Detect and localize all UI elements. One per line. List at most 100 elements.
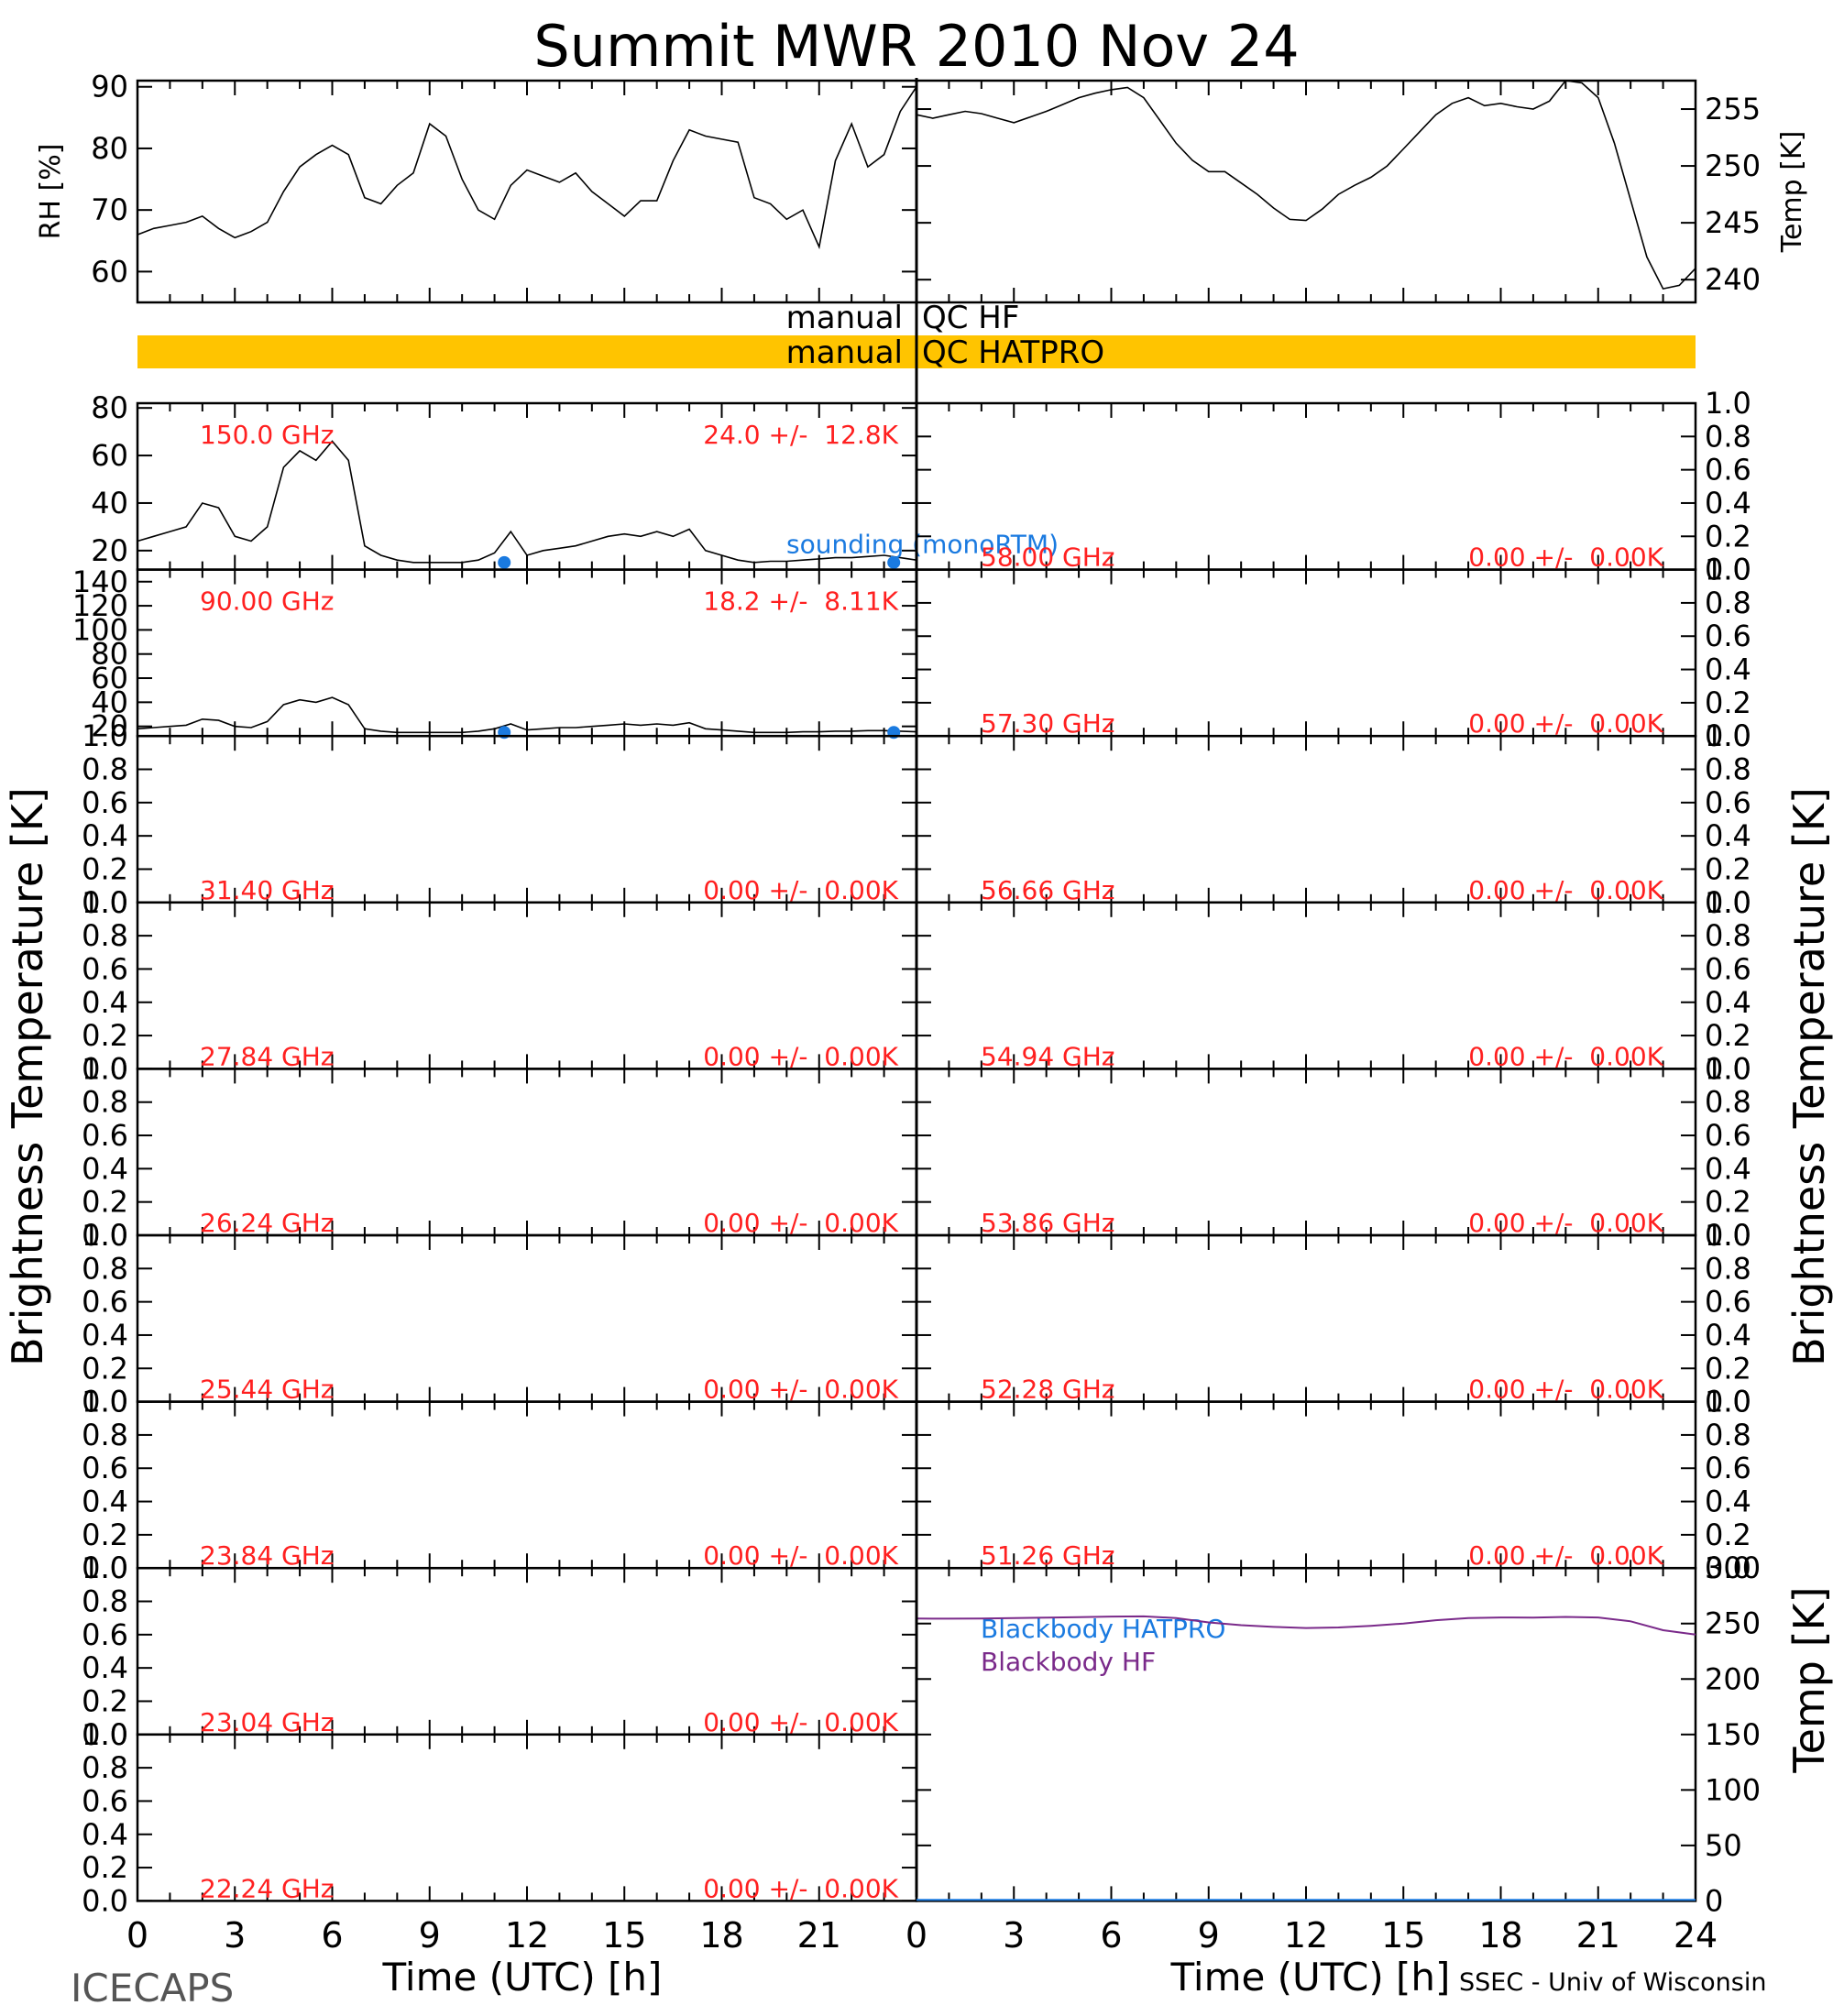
ch-52.28-ytick-label: 0.2 [1705, 1351, 1751, 1386]
ch-26.24-freq-label: 26.24 GHz [200, 1208, 335, 1238]
ch-51.26-ytick-label: 0.8 [1705, 1418, 1751, 1452]
ch-57.30-freq-label: 57.30 GHz [981, 708, 1115, 739]
ch-22.24-stats-label: 0.00 +/- 0.00K [703, 1873, 898, 1903]
ch-51.26-ytick-label: 0.6 [1705, 1451, 1751, 1485]
ch-150-sounding-label: sounding (monoRTM) [786, 530, 1059, 560]
ch-53.86-ytick-label: 0.4 [1705, 1151, 1751, 1186]
ch-23.84-ytick-label: 0.6 [82, 1451, 128, 1485]
ch-23.84-ytick-label: 1.0 [82, 1385, 128, 1419]
qc-hf-right: QC HF [922, 300, 1019, 336]
ch-56.66-stats-label: 0.00 +/- 0.00K [1468, 875, 1663, 905]
ch-58.00-ytick-label: 0.6 [1705, 453, 1751, 488]
ch-23.84-ytick-label: 0.2 [82, 1517, 128, 1552]
ch-31.40-ytick-label: 0.6 [82, 785, 128, 820]
temp-ylabel: Temp [K] [1776, 131, 1808, 254]
blackbody-legend-1: Blackbody HF [981, 1647, 1156, 1677]
ch-90-ytick-label: 140 [72, 564, 128, 599]
ch-25.44-ytick-label: 0.6 [82, 1285, 128, 1320]
x-tick-label-right: 24 [1674, 1915, 1718, 1956]
x-tick-label-right: 15 [1381, 1915, 1425, 1956]
ch-23.84-ytick-label: 0.4 [82, 1485, 128, 1519]
qc-hf-left: manual [786, 300, 903, 336]
ch-57.30-ytick-label: 0.4 [1705, 652, 1751, 687]
ch-51.26-ytick-label: 0.0 [1705, 1550, 1751, 1585]
rh-ylabel: RH [%] [35, 144, 67, 240]
ch-25.44-ytick-label: 0.4 [82, 1318, 128, 1353]
ch-25.44-freq-label: 25.44 GHz [200, 1375, 335, 1405]
ch-56.66-freq-label: 56.66 GHz [981, 875, 1115, 905]
ch-52.28-freq-label: 52.28 GHz [981, 1375, 1115, 1405]
rh-series-line [137, 86, 917, 250]
ch-23.04-ytick-label: 1.0 [82, 1550, 128, 1585]
rh-ytick-label: 90 [91, 70, 128, 104]
temp-ytick-label: 245 [1705, 205, 1761, 240]
ch-56.66-ytick-label: 0.0 [1705, 885, 1751, 920]
ch-27.84-freq-label: 27.84 GHz [200, 1041, 335, 1071]
ch-150-series-line [137, 440, 917, 564]
temp-ytick-label: 240 [1705, 262, 1761, 297]
ch-54.94-ytick-label: 0.6 [1705, 951, 1751, 986]
ch-23.04-ytick-label: 0.8 [82, 1584, 128, 1619]
x-tick-label-right: 12 [1284, 1915, 1328, 1956]
x-tick-label-left: 21 [797, 1915, 841, 1956]
ch-56.66-ytick-label: 0.2 [1705, 851, 1751, 886]
ch-23.04-ytick-label: 0.6 [82, 1617, 128, 1652]
ch-57.30-ytick-label: 1.0 [1705, 553, 1751, 587]
temp-ytick-label: 250 [1705, 148, 1761, 183]
ch-27.84-ytick-label: 0.0 [82, 1051, 128, 1086]
ch-57.30-ytick-label: 0.8 [1705, 586, 1751, 620]
ch-150-stats-label: 24.0 +/- 12.8K [703, 420, 898, 450]
ch-51.26-ytick-label: 1.0 [1705, 1385, 1751, 1419]
ch-51.26-ytick-label: 0.4 [1705, 1485, 1751, 1519]
rh-frame [136, 79, 918, 304]
ch-54.94-ytick-label: 1.0 [1705, 885, 1751, 920]
ch-51.26-stats-label: 0.00 +/- 0.00K [1468, 1540, 1663, 1571]
ch-31.40-ytick-label: 1.0 [82, 718, 128, 753]
ch-25.44-ytick-label: 1.0 [82, 1218, 128, 1253]
ch-56.66-ytick-label: 0.8 [1705, 752, 1751, 787]
ch-53.86-freq-label: 53.86 GHz [981, 1208, 1115, 1238]
ch-90-freq-label: 90.00 GHz [200, 586, 335, 617]
x-tick-label-left: 15 [602, 1915, 646, 1956]
ch-150-sounding-point [498, 555, 511, 569]
ch-27.84-stats-label: 0.00 +/- 0.00K [703, 1041, 898, 1071]
ch-27.84-ytick-label: 0.8 [82, 918, 128, 953]
ch-23.04-stats-label: 0.00 +/- 0.00K [703, 1707, 898, 1737]
ch-56.66-ytick-label: 1.0 [1705, 718, 1751, 753]
ch-150-ytick-label: 20 [91, 533, 128, 568]
footer-ssec: SSEC - Univ of Wisconsin [1459, 1968, 1766, 1997]
ch-23.84-ytick-label: 0.0 [82, 1550, 128, 1585]
ch-26.24-ytick-label: 0.4 [82, 1151, 128, 1186]
ch-26.24-ytick-label: 1.0 [82, 1051, 128, 1086]
ch-31.40-ytick-label: 0.2 [82, 851, 128, 886]
ch-58.00-ytick-label: 0.8 [1705, 419, 1751, 454]
ch-26.24-stats-label: 0.00 +/- 0.00K [703, 1208, 898, 1238]
ch-23.84-stats-label: 0.00 +/- 0.00K [703, 1540, 898, 1571]
x-tick-label-left: 0 [126, 1915, 148, 1956]
ch-53.86-ytick-label: 0.0 [1705, 1218, 1751, 1253]
ch-22.24-ytick-label: 0.4 [82, 1817, 128, 1852]
ch-58.00-ytick-label: 1.0 [1705, 386, 1751, 421]
ch-53.86-ytick-label: 0.8 [1705, 1085, 1751, 1120]
ch-58.00-freq-label: 58.00 GHz [981, 542, 1115, 573]
xlabel-right: Time (UTC) [h] [1170, 1955, 1451, 2000]
x-tick-label-right: 9 [1198, 1915, 1220, 1956]
x-tick-label-left: 9 [419, 1915, 441, 1956]
ch-90-ytick-label: 40 [91, 685, 128, 719]
ch-58.00-ytick-label: 0.4 [1705, 486, 1751, 520]
chart-title: Summit MWR 2010 Nov 24 [533, 13, 1299, 80]
ch-54.94-ytick-label: 0.4 [1705, 985, 1751, 1020]
x-tick-label-right: 3 [1003, 1915, 1025, 1956]
ch-150-ytick-label: 40 [91, 486, 128, 520]
ch-150-ytick-label: 80 [91, 390, 128, 425]
ch-31.40-ytick-label: 0.8 [82, 752, 128, 787]
ch-150-ytick-label: 60 [91, 438, 128, 473]
x-tick-label-right: 21 [1576, 1915, 1620, 1956]
ch-54.94-ytick-label: 0.2 [1705, 1018, 1751, 1053]
ch-27.84-ytick-label: 1.0 [82, 885, 128, 920]
ch-58.00-stats-label: 0.00 +/- 0.00K [1468, 542, 1663, 573]
ch-25.44-ytick-label: 0.0 [82, 1385, 128, 1419]
ch-54.94-ytick-label: 0.8 [1705, 918, 1751, 953]
ch-52.28-ytick-label: 0.8 [1705, 1251, 1751, 1286]
blackbody-ytick-label: 200 [1705, 1661, 1761, 1696]
